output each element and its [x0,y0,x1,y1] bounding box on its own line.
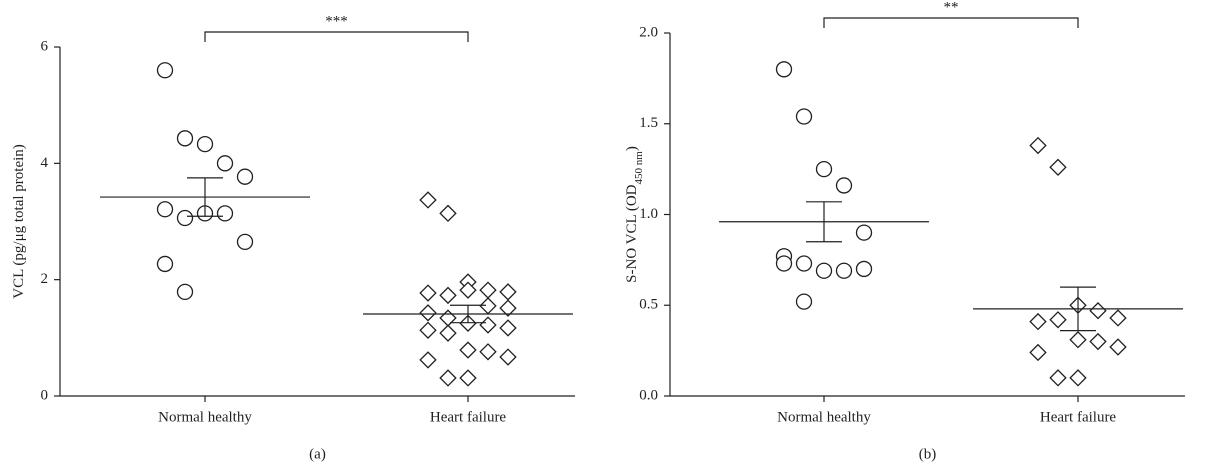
data-point [419,321,437,339]
y-axis-label: VCL (pg/μg total protein) [11,144,27,299]
data-point [775,61,793,78]
data-point [1029,343,1047,362]
data-point [419,191,437,209]
data-point [419,304,437,322]
data-point [795,108,813,125]
data-point [419,351,437,369]
data-point [815,160,833,178]
y-label-main: S-NO VCL (OD [624,184,640,283]
data-point [1049,369,1067,387]
y-tick-label: 1.5 [639,115,658,131]
x-tick-label: Heart failure [430,409,507,425]
data-point [459,369,477,387]
data-point [1109,338,1127,356]
y-tick-label: 1.0 [639,206,658,222]
data-point [835,262,853,279]
y-tick-label: 6 [41,38,49,54]
data-point [1029,312,1047,331]
data-point [835,177,853,194]
data-point [815,262,833,279]
significance-label: ** [944,0,959,15]
data-point [479,281,497,299]
data-point [439,309,457,327]
y-tick-label: 0.0 [639,387,658,403]
x-tick-label: Normal healthy [158,409,252,425]
data-point [479,316,497,334]
data-point [499,319,517,337]
data-point [499,283,517,301]
data-point [1049,158,1067,177]
y-label-end: ) [624,146,640,151]
sem-bar [450,304,486,324]
y-tick-label: 0.5 [639,297,658,313]
data-point [1029,136,1047,155]
y-label-sub: 450 nm [633,151,645,185]
data-point [459,341,477,359]
significance-bracket [204,31,469,42]
data-point [499,348,517,366]
data-point [236,168,254,185]
data-point [1049,311,1067,329]
sem-bar [1060,286,1096,332]
data-point [196,135,214,153]
data-point [156,62,174,79]
data-point [795,293,813,310]
data-point [1089,332,1107,351]
data-point [855,260,873,278]
data-point [156,201,174,218]
y-tick-label: 4 [41,155,49,171]
data-point [1069,369,1087,387]
data-point [855,224,873,241]
y-tick-label: 2 [41,271,49,287]
data-point [479,297,497,315]
significance-label: *** [325,13,348,29]
data-point [439,369,457,387]
data-point [439,286,457,305]
data-point [1109,309,1127,327]
data-point [459,281,477,299]
sem-bar [187,177,223,217]
panel-label: (a) [309,446,326,462]
data-point [176,283,194,301]
data-point [439,204,457,223]
x-tick-label: Heart failure [1040,409,1117,425]
sem-bar [806,201,842,243]
data-point [795,255,813,272]
data-point [1089,301,1107,320]
x-tick-label: Normal healthy [777,409,871,425]
data-point [499,299,517,317]
panel-label: (b) [919,446,937,462]
data-point [176,209,194,227]
data-point [236,233,254,251]
y-tick-label: 0 [41,387,49,403]
data-point [775,255,793,272]
data-point [439,324,457,342]
data-point [216,155,234,172]
significance-bracket [823,17,1079,28]
data-point [479,343,497,361]
y-label-main: VCL (pg/μg total protein) [11,144,27,299]
y-tick-label: 2.0 [639,24,658,40]
data-point [176,130,194,147]
data-point [216,205,234,222]
data-point [1069,331,1087,349]
data-point [419,284,437,302]
data-point [156,255,174,273]
y-axis-label: S-NO VCL (OD450 nm) [624,146,644,283]
